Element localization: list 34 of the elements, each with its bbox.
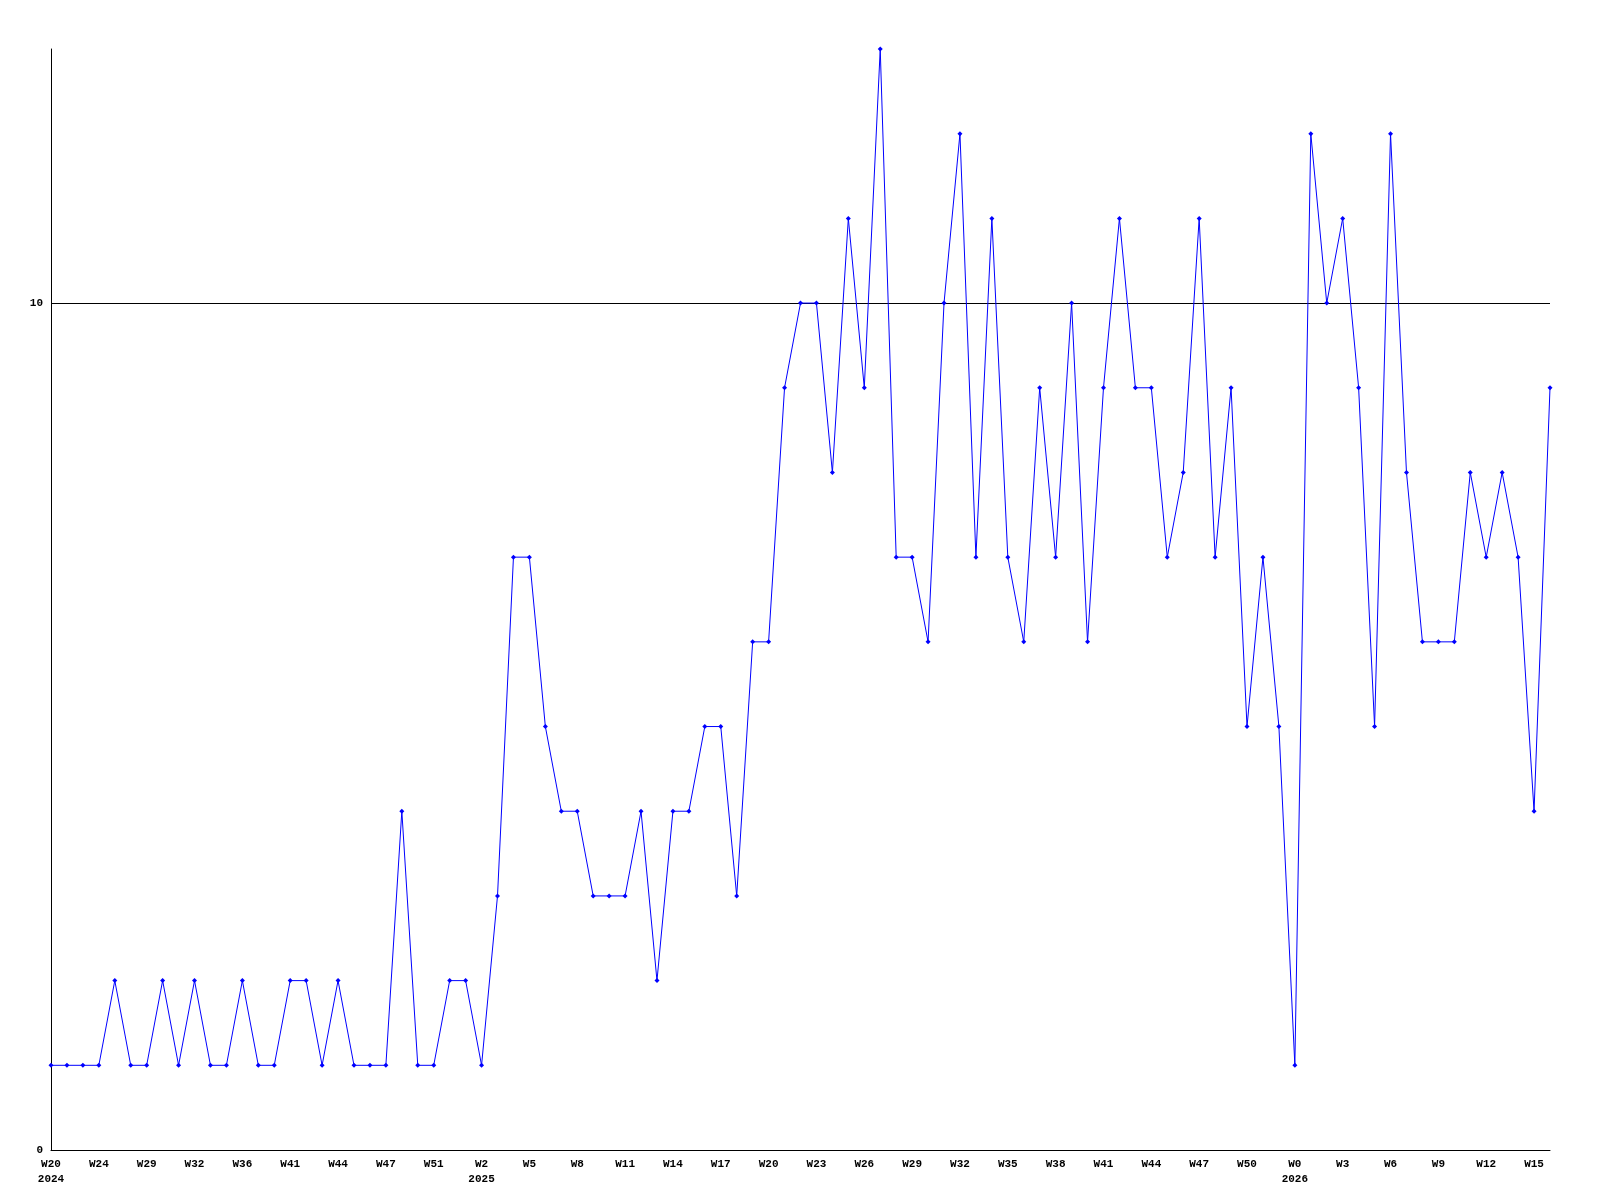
x-tick-label: W23 xyxy=(806,1157,827,1170)
x-tick-label: W26 xyxy=(854,1157,875,1170)
x-tick-label: W41 xyxy=(1093,1157,1114,1170)
x-tick-label: W20 xyxy=(758,1157,779,1170)
x-tick-label: W17 xyxy=(710,1157,731,1170)
x-tick-label: W0 2026 xyxy=(1281,1157,1309,1185)
x-tick-label: W2 2025 xyxy=(468,1157,496,1185)
x-tick-label: W41 xyxy=(280,1157,301,1170)
x-tick-label: W44 xyxy=(328,1157,349,1170)
x-tick-label: W29 xyxy=(136,1157,157,1170)
x-tick-label: W12 xyxy=(1476,1157,1497,1170)
y-tick-label: 10 xyxy=(29,297,43,310)
x-tick-label: W14 xyxy=(663,1157,684,1170)
x-tick-label: W35 xyxy=(997,1157,1019,1170)
x-tick-label: W38 xyxy=(1045,1157,1066,1170)
x-tick-label: W50 xyxy=(1237,1157,1257,1170)
x-tick-label: W24 xyxy=(88,1157,110,1170)
x-tick-label: W51 xyxy=(423,1157,445,1170)
x-tick-label: W20 2024 xyxy=(37,1157,65,1185)
x-tick-label: W32 xyxy=(950,1157,970,1170)
y-tick-label: 0 xyxy=(36,1144,43,1156)
x-tick-label: W32 xyxy=(184,1157,205,1170)
x-tick-label: W11 xyxy=(615,1157,636,1170)
x-tick-label: W44 xyxy=(1141,1157,1162,1170)
x-tick-label: W15 xyxy=(1524,1157,1545,1170)
x-tick-label: W47 xyxy=(1189,1157,1210,1170)
x-tick-label: W36 xyxy=(232,1157,253,1170)
x-tick-label: W6 xyxy=(1383,1157,1398,1170)
x-tick-label: W9 xyxy=(1431,1157,1445,1170)
x-tick-label: W3 xyxy=(1336,1157,1350,1170)
x-tick-label: W29 xyxy=(902,1157,923,1170)
x-tick-label: W8 xyxy=(570,1157,585,1170)
x-tick-label: W47 xyxy=(375,1157,396,1170)
x-tick-label: W5 xyxy=(522,1157,537,1170)
